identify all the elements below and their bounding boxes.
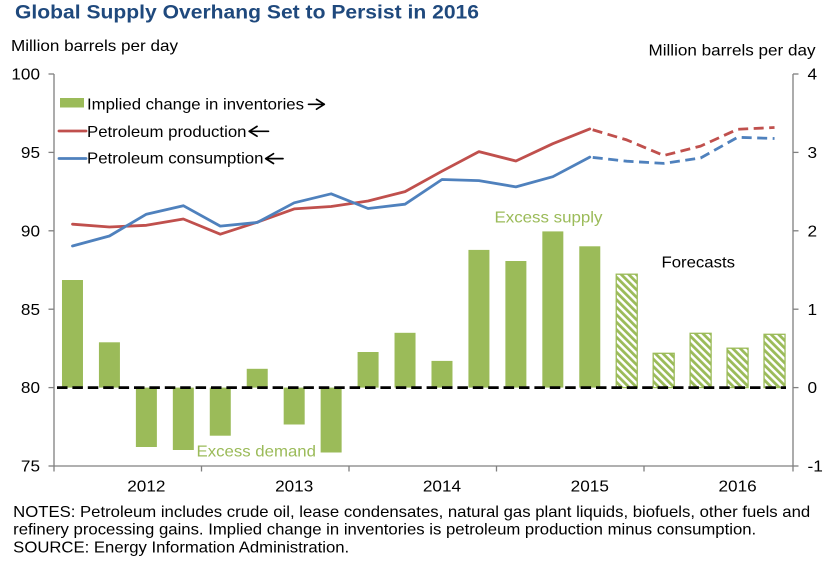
svg-text:2013: 2013 <box>275 479 313 496</box>
svg-text:80: 80 <box>21 380 40 397</box>
svg-text:0: 0 <box>808 380 818 397</box>
svg-text:100: 100 <box>11 67 40 84</box>
svg-text:2: 2 <box>808 223 818 240</box>
svg-text:Petroleum production: Petroleum production <box>87 124 246 141</box>
svg-text:85: 85 <box>21 302 40 319</box>
svg-text:2015: 2015 <box>571 479 609 496</box>
svg-text:3: 3 <box>808 145 818 162</box>
svg-text:Forecasts: Forecasts <box>662 255 736 272</box>
svg-text:2014: 2014 <box>423 479 461 496</box>
svg-text:Implied change in inventories: Implied change in inventories <box>87 97 304 114</box>
svg-text:NOTES: Petroleum includes crud: NOTES: Petroleum includes crude oil, lea… <box>13 504 810 521</box>
svg-text:Excess supply: Excess supply <box>495 210 603 227</box>
svg-text:2012: 2012 <box>127 479 165 496</box>
svg-text:SOURCE: Energy Information Adm: SOURCE: Energy Information Administratio… <box>13 540 349 557</box>
svg-text:2016: 2016 <box>718 479 756 496</box>
svg-text:Petroleum consumption: Petroleum consumption <box>87 151 264 168</box>
svg-text:95: 95 <box>21 145 40 162</box>
svg-text:4: 4 <box>808 67 818 84</box>
svg-text:1: 1 <box>808 302 818 319</box>
svg-text:refinery processing gains. Imp: refinery processing gains. Implied chang… <box>13 522 756 539</box>
svg-text:Global Supply Overhang Set to: Global Supply Overhang Set to Persist in… <box>15 2 479 24</box>
svg-text:75: 75 <box>21 459 40 476</box>
svg-text:90: 90 <box>21 223 40 240</box>
svg-text:Million barrels per day: Million barrels per day <box>11 38 178 55</box>
svg-text:-1: -1 <box>808 459 823 476</box>
svg-text:Excess demand: Excess demand <box>197 444 317 461</box>
svg-text:Million barrels per day: Million barrels per day <box>649 42 816 59</box>
